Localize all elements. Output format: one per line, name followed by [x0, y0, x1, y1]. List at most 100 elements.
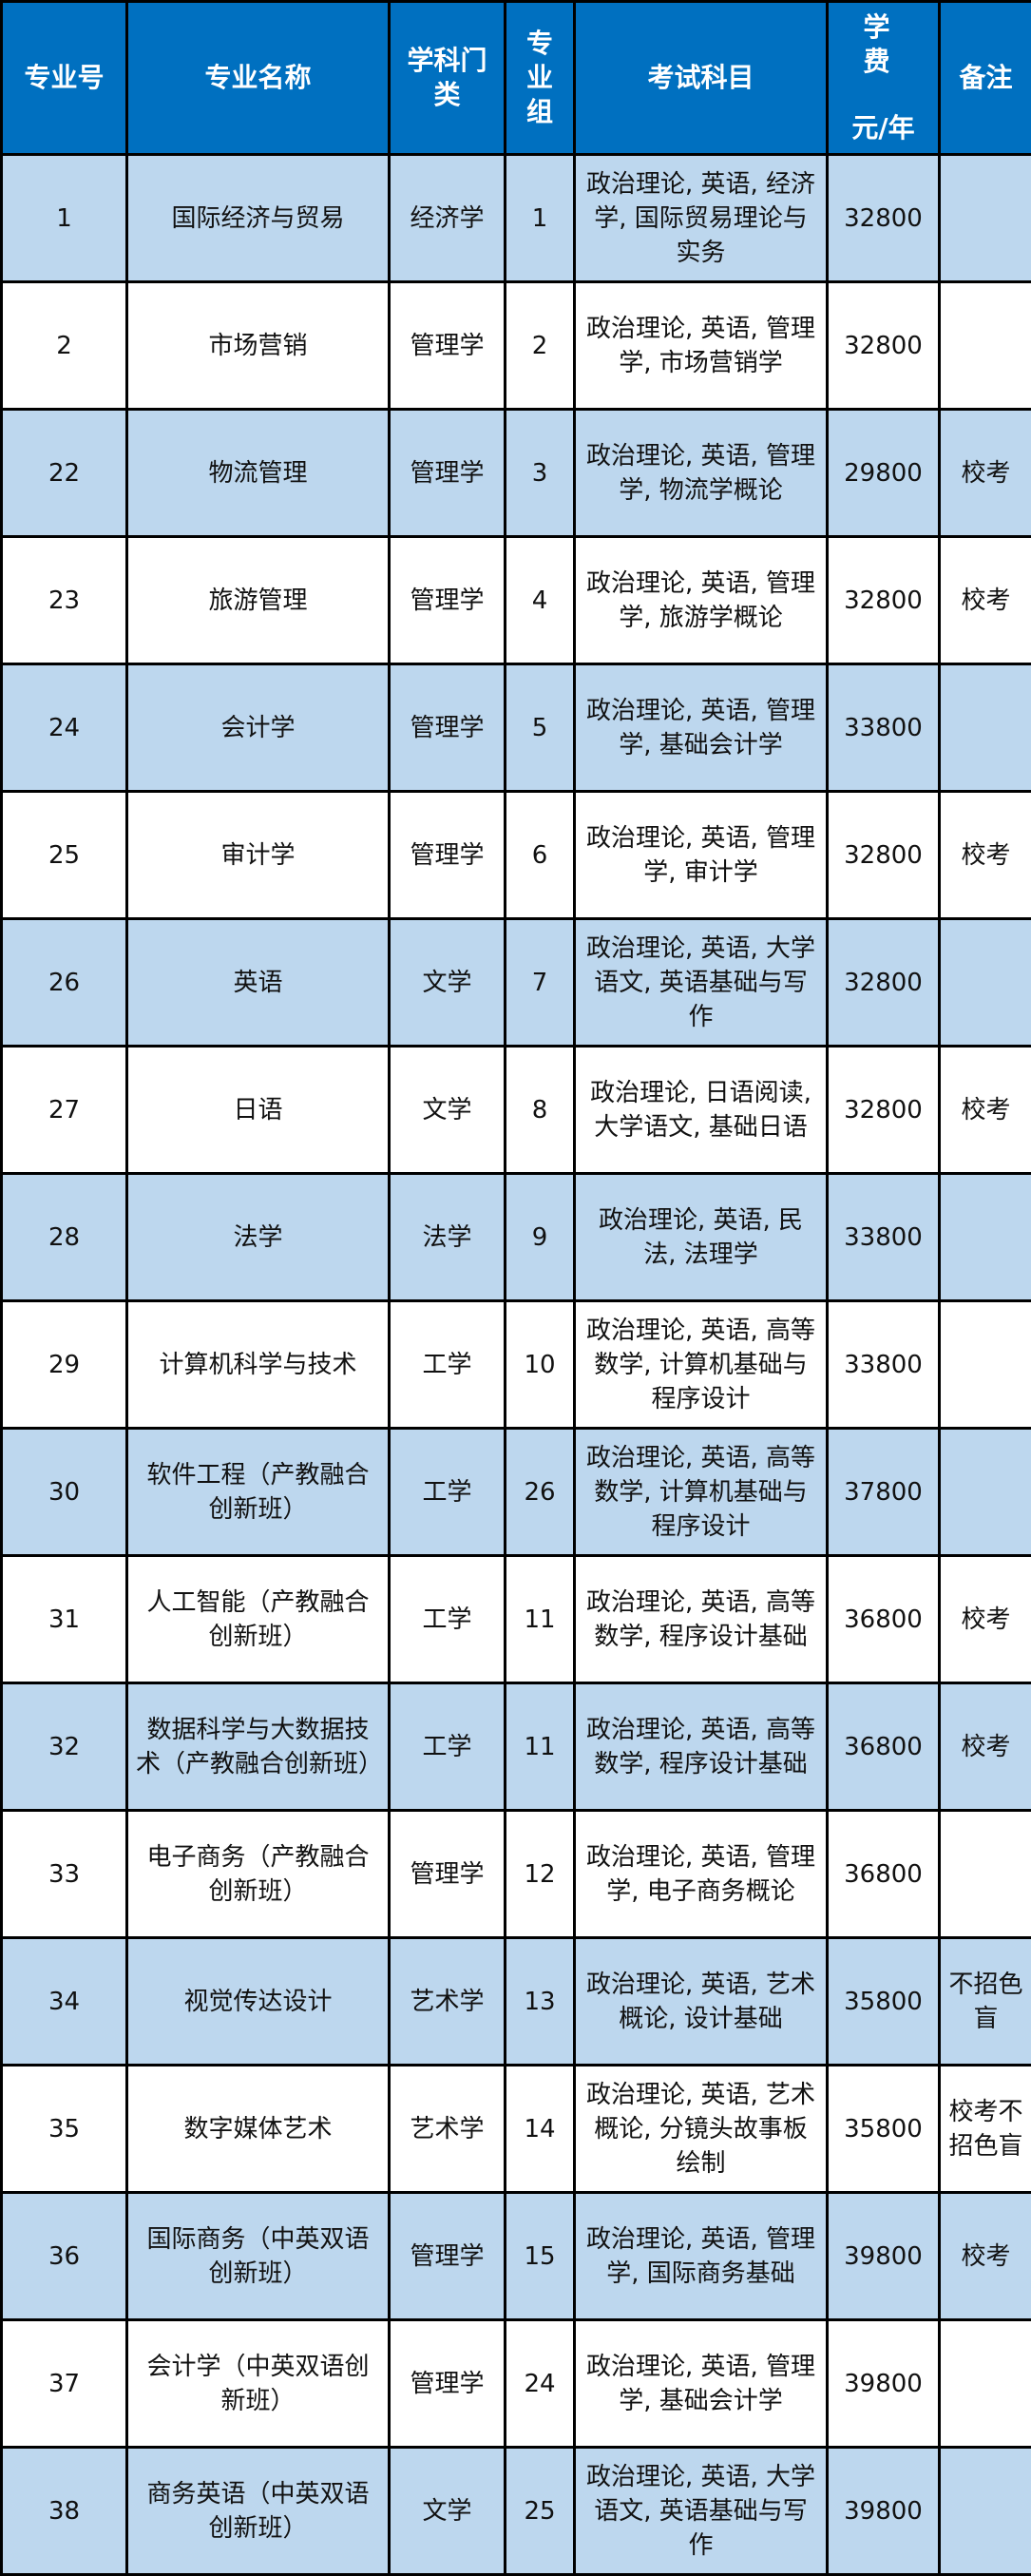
cell-group: 10	[506, 1301, 575, 1429]
cell-exam: 政治理论, 英语, 大学语文, 英语基础与写作	[575, 2448, 828, 2575]
cell-exam: 政治理论, 英语, 管理学, 国际商务基础	[575, 2193, 828, 2320]
cell-fee: 33800	[828, 1301, 940, 1429]
cell-group: 11	[506, 1683, 575, 1811]
cell-code: 24	[2, 664, 127, 792]
cell-fee: 29800	[828, 410, 940, 537]
cell-fee: 32800	[828, 537, 940, 664]
header-code: 专业号	[2, 2, 127, 155]
cell-note: 校考	[940, 537, 1031, 664]
cell-code: 38	[2, 2448, 127, 2575]
cell-exam: 政治理论, 日语阅读, 大学语文, 基础日语	[575, 1047, 828, 1174]
cell-category: 文学	[390, 919, 506, 1047]
cell-name: 国际经济与贸易	[127, 155, 390, 282]
cell-name: 数据科学与大数据技术（产教融合创新班）	[127, 1683, 390, 1811]
cell-name: 计算机科学与技术	[127, 1301, 390, 1429]
cell-code: 33	[2, 1811, 127, 1938]
cell-category: 管理学	[390, 1811, 506, 1938]
cell-category: 管理学	[390, 282, 506, 410]
cell-group: 15	[506, 2193, 575, 2320]
cell-category: 工学	[390, 1429, 506, 1556]
cell-category: 艺术学	[390, 1938, 506, 2066]
cell-category: 工学	[390, 1301, 506, 1429]
cell-group: 13	[506, 1938, 575, 2066]
cell-category: 工学	[390, 1556, 506, 1683]
cell-category: 法学	[390, 1174, 506, 1301]
cell-exam: 政治理论, 英语, 高等数学, 程序设计基础	[575, 1683, 828, 1811]
cell-name: 商务英语（中英双语创新班）	[127, 2448, 390, 2575]
cell-note: 校考不招色盲	[940, 2066, 1031, 2193]
cell-name: 视觉传达设计	[127, 1938, 390, 2066]
header-exam: 考试科目	[575, 2, 828, 155]
cell-exam: 政治理论, 英语, 管理学, 电子商务概论	[575, 1811, 828, 1938]
cell-fee: 36800	[828, 1811, 940, 1938]
cell-note	[940, 2448, 1031, 2575]
cell-name: 数字媒体艺术	[127, 2066, 390, 2193]
cell-note: 校考	[940, 1683, 1031, 1811]
header-fee-unit: 元/年	[836, 111, 930, 145]
cell-fee: 36800	[828, 1683, 940, 1811]
cell-group: 14	[506, 2066, 575, 2193]
cell-group: 3	[506, 410, 575, 537]
cell-code: 27	[2, 1047, 127, 1174]
cell-name: 人工智能（产教融合创新班）	[127, 1556, 390, 1683]
cell-exam: 政治理论, 英语, 管理学, 基础会计学	[575, 2320, 828, 2448]
cell-note	[940, 1301, 1031, 1429]
cell-code: 2	[2, 282, 127, 410]
cell-group: 1	[506, 155, 575, 282]
header-name: 专业名称	[127, 2, 390, 155]
cell-name: 会计学	[127, 664, 390, 792]
cell-note	[940, 2320, 1031, 2448]
cell-group: 4	[506, 537, 575, 664]
cell-note: 校考	[940, 1556, 1031, 1683]
cell-note	[940, 1811, 1031, 1938]
cell-category: 文学	[390, 2448, 506, 2575]
cell-name: 国际商务（中英双语创新班）	[127, 2193, 390, 2320]
cell-name: 英语	[127, 919, 390, 1047]
cell-fee: 39800	[828, 2448, 940, 2575]
cell-fee: 35800	[828, 2066, 940, 2193]
cell-category: 经济学	[390, 155, 506, 282]
cell-note	[940, 1429, 1031, 1556]
cell-fee: 39800	[828, 2193, 940, 2320]
cell-note	[940, 282, 1031, 410]
cell-exam: 政治理论, 英语, 管理学, 市场营销学	[575, 282, 828, 410]
header-fee-label: 学 费	[836, 10, 930, 79]
cell-exam: 政治理论, 英语, 经济学, 国际贸易理论与实务	[575, 155, 828, 282]
cell-group: 6	[506, 792, 575, 919]
cell-exam: 政治理论, 英语, 管理学, 基础会计学	[575, 664, 828, 792]
cell-exam: 政治理论, 英语, 艺术概论, 分镜头故事板绘制	[575, 2066, 828, 2193]
cell-group: 12	[506, 1811, 575, 1938]
cell-group: 8	[506, 1047, 575, 1174]
cell-category: 管理学	[390, 537, 506, 664]
cell-category: 艺术学	[390, 2066, 506, 2193]
cell-code: 26	[2, 919, 127, 1047]
cell-fee: 35800	[828, 1938, 940, 2066]
cell-group: 2	[506, 282, 575, 410]
cell-exam: 政治理论, 英语, 管理学, 物流学概论	[575, 410, 828, 537]
cell-code: 35	[2, 2066, 127, 2193]
cell-group: 7	[506, 919, 575, 1047]
cell-exam: 政治理论, 英语, 高等数学, 计算机基础与程序设计	[575, 1429, 828, 1556]
cell-category: 管理学	[390, 664, 506, 792]
cell-code: 36	[2, 2193, 127, 2320]
cell-exam: 政治理论, 英语, 大学语文, 英语基础与写作	[575, 919, 828, 1047]
cell-note	[940, 919, 1031, 1047]
cell-category: 文学	[390, 1047, 506, 1174]
cell-note: 校考	[940, 1047, 1031, 1174]
cell-group: 25	[506, 2448, 575, 2575]
cell-name: 旅游管理	[127, 537, 390, 664]
